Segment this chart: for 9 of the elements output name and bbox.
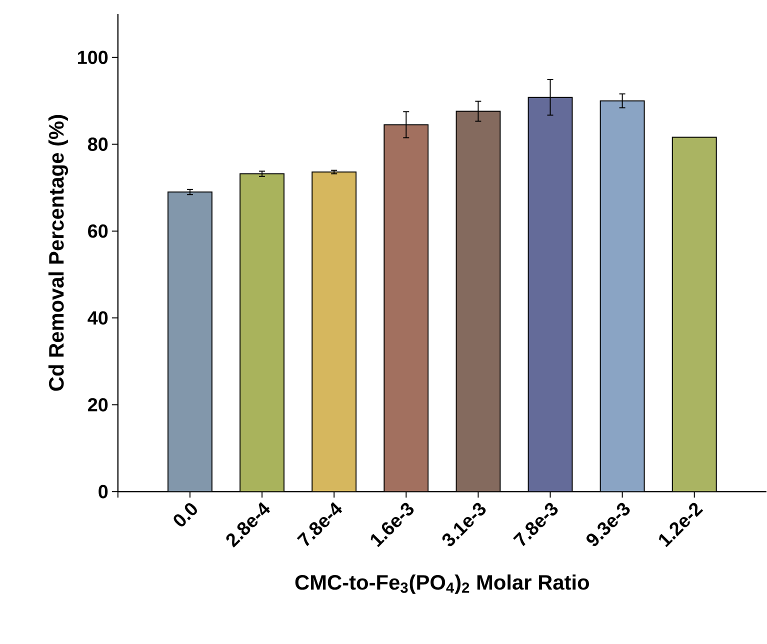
x-axis-title: CMC-to-Fe$_{3}$(PO$_{4}$)$_{2}$ Molar Ratio — [295, 574, 589, 594]
y-tick-label: 40 — [88, 311, 108, 325]
y-tick-label: 0 — [98, 485, 108, 499]
y-tick-label: 60 — [88, 224, 108, 238]
y-tick-label: 80 — [88, 138, 108, 152]
y-tick-label: 100 — [78, 50, 108, 64]
x-tick-label: 0.0 — [174, 503, 197, 527]
y-tick-label: 20 — [88, 398, 108, 412]
y-axis-title: Cd Removal Percentage (%) — [48, 115, 68, 392]
